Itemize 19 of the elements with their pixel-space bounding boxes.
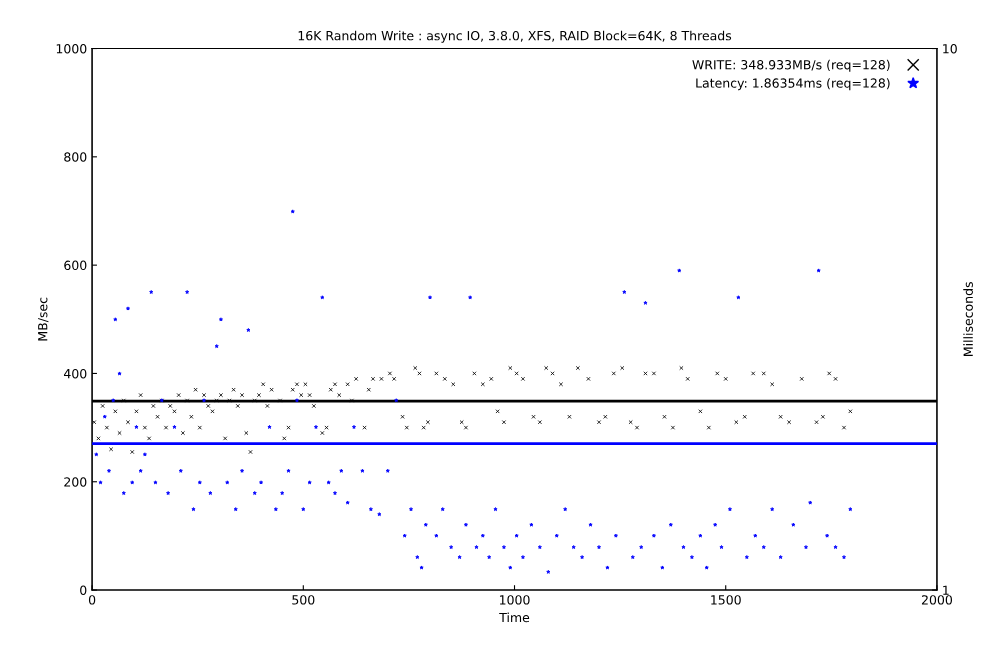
y-tick-label: 200 xyxy=(64,477,87,487)
y-axis-title: MB/sec xyxy=(38,297,49,341)
x-tick-label: 0 xyxy=(88,595,96,605)
y-tick-label: 1000 xyxy=(56,44,87,54)
x-tick-label: 2000 xyxy=(921,595,953,605)
x-tick-label: 500 xyxy=(292,595,315,605)
x-tick-label: 1000 xyxy=(499,595,530,605)
y2-axis-title: Milliseconds xyxy=(963,282,973,356)
y-tick-label: 800 xyxy=(64,152,87,162)
chart-title: 16K Random Write : async IO, 3.8.0, XFS, RAID Block=64K, 8 Threads xyxy=(298,30,732,43)
y-tick-label: 400 xyxy=(63,368,87,379)
legend-label: Latency: 1.86354ms (req=128) xyxy=(696,78,890,91)
legend-label: WRITE: 348.933MB/s (req=128) xyxy=(692,59,890,72)
y2-tick-label: 10 xyxy=(943,44,957,54)
y-tick-label: 600 xyxy=(64,260,87,271)
y-tick-label: 0 xyxy=(80,585,87,595)
x-axis-title: Time xyxy=(499,612,530,623)
x-tick-label: 1500 xyxy=(711,595,741,605)
y2-tick-label: 1 xyxy=(943,585,949,595)
